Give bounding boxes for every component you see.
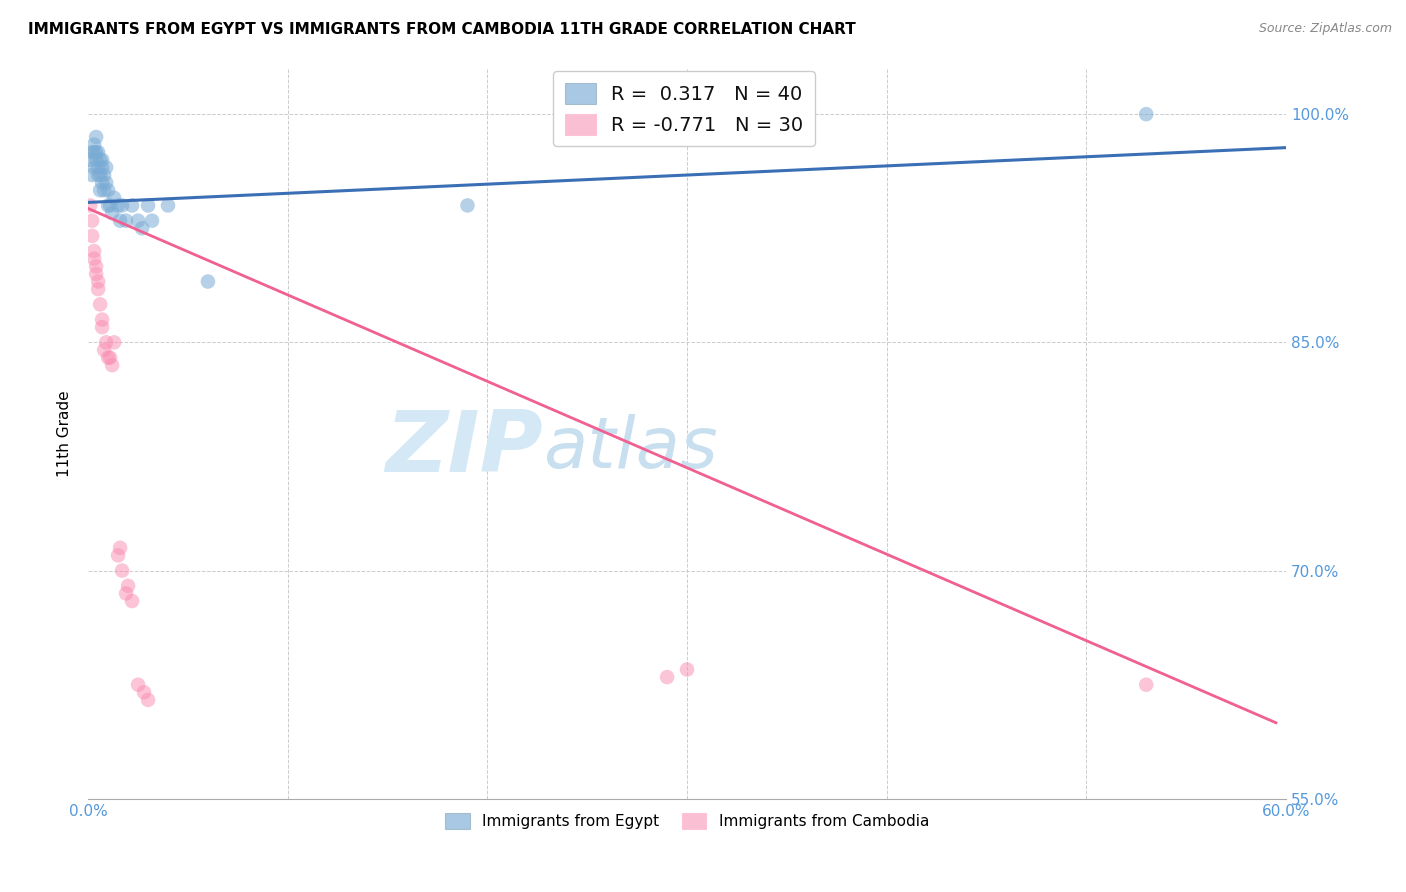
Point <box>136 198 159 212</box>
Point <box>79 198 101 212</box>
Point <box>676 663 699 677</box>
Point <box>91 320 114 334</box>
Point <box>108 541 131 555</box>
Point <box>107 549 129 563</box>
Point <box>82 213 104 227</box>
Point <box>115 213 138 227</box>
Point <box>87 275 110 289</box>
Point <box>93 343 115 357</box>
Point <box>655 670 678 684</box>
Point <box>103 191 125 205</box>
Point <box>1135 678 1157 692</box>
Point <box>94 176 117 190</box>
Point <box>117 579 139 593</box>
Point <box>98 198 121 212</box>
Point <box>456 198 478 212</box>
Point <box>93 183 115 197</box>
Point <box>84 267 107 281</box>
Point <box>97 198 120 212</box>
Point <box>87 168 110 182</box>
Point <box>83 252 105 266</box>
Y-axis label: 11th Grade: 11th Grade <box>58 391 72 477</box>
Point <box>111 564 134 578</box>
Point <box>101 206 124 220</box>
Legend: Immigrants from Egypt, Immigrants from Cambodia: Immigrants from Egypt, Immigrants from C… <box>439 806 935 835</box>
Point <box>89 183 111 197</box>
Point <box>91 153 114 167</box>
Point <box>89 297 111 311</box>
Text: ZIP: ZIP <box>385 407 543 490</box>
Point <box>89 153 111 167</box>
Point <box>83 137 105 152</box>
Point <box>82 145 104 160</box>
Point <box>127 678 149 692</box>
Point <box>156 198 179 212</box>
Point <box>121 594 143 608</box>
Point <box>197 275 219 289</box>
Text: IMMIGRANTS FROM EGYPT VS IMMIGRANTS FROM CAMBODIA 11TH GRADE CORRELATION CHART: IMMIGRANTS FROM EGYPT VS IMMIGRANTS FROM… <box>28 22 856 37</box>
Point <box>132 685 155 699</box>
Point <box>84 145 107 160</box>
Text: Source: ZipAtlas.com: Source: ZipAtlas.com <box>1258 22 1392 36</box>
Point <box>84 130 107 145</box>
Point <box>98 351 121 365</box>
Point <box>84 153 107 167</box>
Point <box>93 168 115 182</box>
Point <box>83 145 105 160</box>
Point <box>91 161 114 175</box>
Point <box>83 244 105 258</box>
Point <box>87 145 110 160</box>
Point <box>97 351 120 365</box>
Point <box>94 335 117 350</box>
Point <box>108 213 131 227</box>
Point <box>107 198 129 212</box>
Point <box>103 335 125 350</box>
Point <box>89 168 111 182</box>
Point <box>127 213 149 227</box>
Point <box>87 161 110 175</box>
Point <box>115 586 138 600</box>
Point <box>87 282 110 296</box>
Point <box>91 312 114 326</box>
Point <box>84 260 107 274</box>
Point <box>82 228 104 243</box>
Point <box>101 358 124 372</box>
Point <box>131 221 153 235</box>
Point <box>136 693 159 707</box>
Point <box>121 198 143 212</box>
Point <box>97 183 120 197</box>
Point <box>141 213 163 227</box>
Point <box>1135 107 1157 121</box>
Point <box>91 176 114 190</box>
Point <box>94 161 117 175</box>
Point <box>111 198 134 212</box>
Point <box>79 153 101 167</box>
Point <box>83 161 105 175</box>
Text: atlas: atlas <box>543 414 718 483</box>
Point <box>82 168 104 182</box>
